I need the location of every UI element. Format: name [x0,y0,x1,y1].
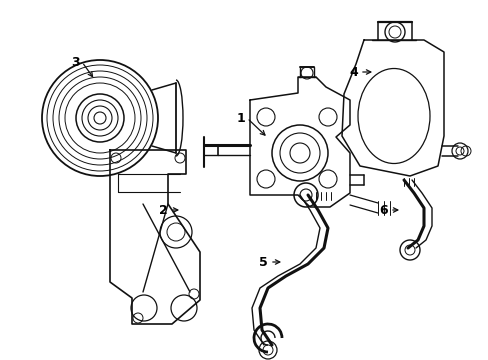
Text: 6: 6 [379,203,387,216]
Text: 4: 4 [348,66,357,78]
Text: 5: 5 [259,256,267,269]
Text: 2: 2 [159,203,168,216]
Text: 3: 3 [71,55,80,68]
Text: 1: 1 [236,112,244,125]
